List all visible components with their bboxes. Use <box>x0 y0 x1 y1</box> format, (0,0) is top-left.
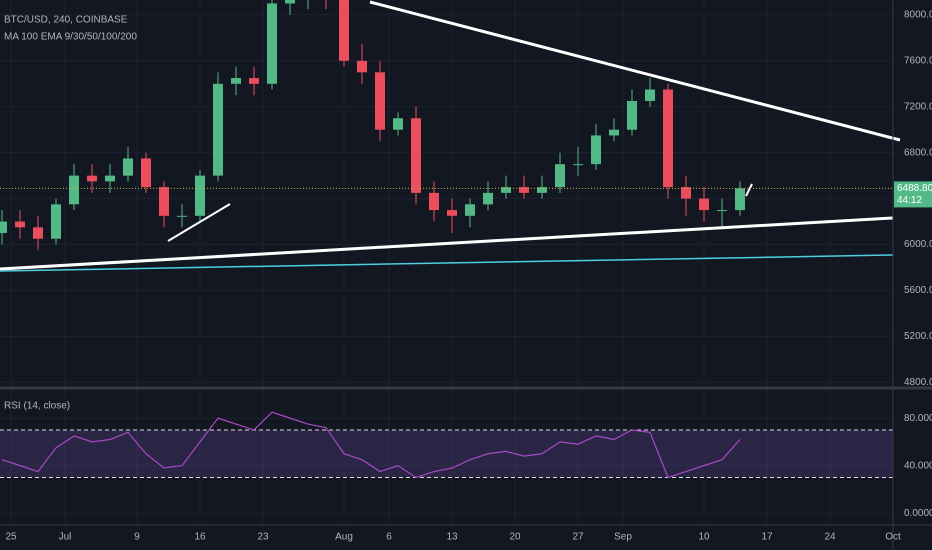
candle-body <box>267 3 277 84</box>
candle-body <box>537 187 547 193</box>
last-price-label: 6488.80 <box>897 183 932 194</box>
candle-body <box>123 158 133 176</box>
y-tick-label: 6000.00 <box>904 239 932 250</box>
candle-body <box>15 221 25 228</box>
candle-body <box>213 83 223 176</box>
x-tick-label: Aug <box>335 532 353 543</box>
candle-body <box>609 129 619 136</box>
candle-body <box>411 118 421 193</box>
x-tick-label: 17 <box>761 532 773 543</box>
x-tick-label: 13 <box>446 532 458 543</box>
countdown: 44:12 <box>897 195 922 206</box>
trend-line <box>0 216 894 271</box>
candle-body <box>177 215 187 217</box>
last-price-tag <box>894 181 932 208</box>
candle-body <box>573 164 583 166</box>
candle-body <box>465 204 475 216</box>
x-tick-label: 9 <box>134 532 140 543</box>
y-tick-label: 40.0000 <box>904 460 932 471</box>
candle-body <box>33 227 43 239</box>
x-tick-label: 10 <box>698 532 710 543</box>
y-tick-label: 5600.00 <box>904 285 932 296</box>
candle-body <box>447 210 457 216</box>
rsi-band <box>0 430 893 478</box>
candle-body <box>249 78 259 84</box>
trend-line <box>369 0 901 142</box>
candle-body <box>717 210 727 212</box>
rsi-line <box>1 411 741 479</box>
x-tick-label: 27 <box>572 532 584 543</box>
x-tick-label: 23 <box>257 532 269 543</box>
candle-body <box>0 221 7 234</box>
x-tick-label: Jul <box>59 532 72 543</box>
x-tick-label: 6 <box>386 532 392 543</box>
candle-body <box>735 188 745 211</box>
candle-body <box>519 187 529 193</box>
candle-body <box>285 0 295 4</box>
candle-body <box>375 72 385 130</box>
y-tick-label: 4800.00 <box>904 377 932 388</box>
x-tick-label: Sep <box>614 532 632 543</box>
candle-body <box>645 89 655 102</box>
candle-body <box>555 164 565 188</box>
candle-body <box>87 175 97 182</box>
y-tick-label: 7600.00 <box>904 55 932 66</box>
x-tick-label: 25 <box>5 532 17 543</box>
y-tick-label: 7200.00 <box>904 101 932 112</box>
candle-body <box>699 198 709 211</box>
y-tick-label: 8000.00 <box>904 10 932 21</box>
indicator-label: MA 100 EMA 9/30/50/100/200 <box>4 32 137 43</box>
candle-body <box>663 89 673 188</box>
support-line <box>0 254 894 272</box>
x-tick-label: 20 <box>509 532 521 543</box>
candle-body <box>429 192 439 211</box>
candle-body <box>51 204 61 239</box>
candle-body <box>159 187 169 216</box>
y-tick-label: 6800.00 <box>904 147 932 158</box>
rsi-label: RSI (14, close) <box>4 401 70 412</box>
candle-body <box>231 78 241 84</box>
candle-body <box>681 187 691 199</box>
candle-body <box>591 135 601 165</box>
candle-body <box>69 175 79 205</box>
candle-body <box>195 175 205 216</box>
y-tick-label: 80.0000 <box>904 413 932 424</box>
candle-body <box>483 192 493 205</box>
candle-body <box>357 60 367 73</box>
x-tick-label: Oct <box>885 532 901 543</box>
x-tick-label: 16 <box>194 532 206 543</box>
y-tick-label: 0.0000 <box>904 508 932 519</box>
trend-line <box>745 183 753 197</box>
candle-body <box>627 101 637 130</box>
candle-body <box>105 175 115 182</box>
candle-body <box>141 158 151 188</box>
x-tick-label: 24 <box>824 532 836 543</box>
candle-body <box>393 118 403 130</box>
chart-title: BTC/USD, 240, COINBASE <box>4 15 128 26</box>
y-tick-label: 5200.00 <box>904 331 932 342</box>
trend-line <box>167 203 231 242</box>
candle-body <box>339 0 349 61</box>
candle-body <box>501 187 511 193</box>
